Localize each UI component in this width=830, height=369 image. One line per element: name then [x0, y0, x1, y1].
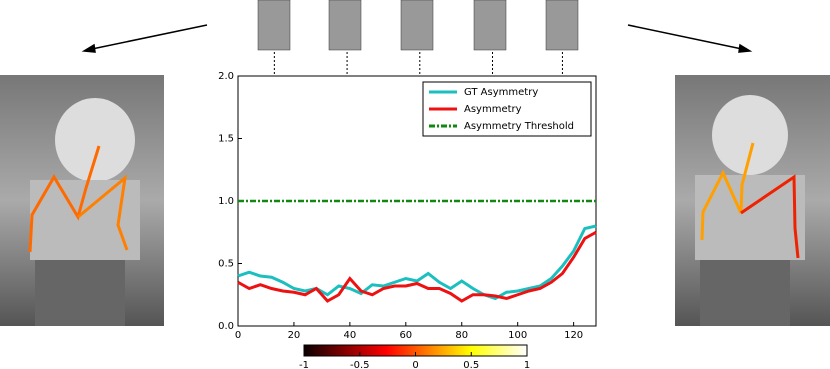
x-tick-label: 80	[455, 330, 468, 341]
colorbar-tick-label: 0	[412, 360, 418, 369]
x-tick-label: 100	[508, 330, 527, 341]
x-tick-label: 60	[399, 330, 412, 341]
x-tick-label: 0	[235, 330, 241, 341]
thumbnails	[257, 0, 579, 51]
legend-label: Asymmetry	[464, 104, 522, 115]
y-tick-label: 1.5	[218, 134, 234, 145]
x-tick-label: 120	[564, 330, 583, 341]
right-photo	[675, 75, 830, 326]
legend-label: GT Asymmetry	[464, 87, 538, 98]
legend-label: Asymmetry Threshold	[464, 121, 574, 132]
colorbar-tick-label: -1	[299, 360, 309, 369]
series-line	[237, 230, 597, 303]
series-line	[237, 224, 597, 301]
y-tick-label: 0.0	[218, 321, 234, 332]
left-photo	[0, 75, 164, 326]
y-tick-label: 1.0	[218, 196, 234, 207]
x-tick-label: 20	[288, 330, 301, 341]
arrows	[81, 24, 753, 53]
colorbar-tick-label: -0.5	[350, 360, 370, 369]
colorbar-tick-label: 1	[524, 360, 530, 369]
y-tick-label: 0.5	[218, 259, 234, 270]
y-tick-label: 2.0	[218, 71, 234, 82]
colorbar-tick-label: 0.5	[463, 360, 479, 369]
x-tick-label: 40	[344, 330, 357, 341]
